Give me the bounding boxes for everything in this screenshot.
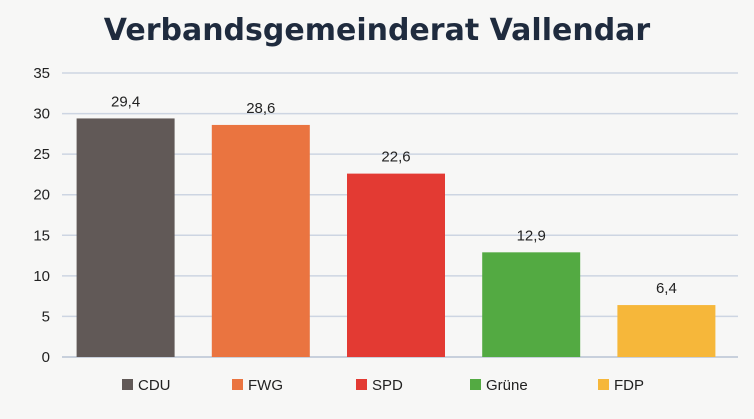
bar-cdu [76, 118, 175, 357]
y-axis-ticks: 0 5 10 15 20 25 30 35 [33, 65, 50, 366]
bar-fdp [617, 305, 716, 357]
bar-grüne [482, 252, 581, 357]
y-tick-label: 0 [42, 349, 50, 366]
legend-swatch [470, 379, 481, 390]
data-label: 29,4 [111, 93, 140, 110]
y-tick-label: 15 [33, 227, 50, 244]
legend: CDU FWG SPD Grüne FDP [122, 377, 644, 394]
legend-swatch [232, 379, 243, 390]
y-tick-label: 35 [33, 65, 50, 82]
legend-label: CDU [138, 377, 171, 394]
bars [76, 118, 716, 357]
y-tick-label: 5 [42, 308, 50, 325]
data-label: 22,6 [381, 149, 410, 166]
y-tick-label: 10 [33, 268, 50, 285]
data-label: 28,6 [246, 100, 275, 117]
legend-swatch [356, 379, 367, 390]
y-tick-label: 25 [33, 146, 50, 163]
chart-title: Verbandsgemeinderat Vallendar [104, 13, 651, 48]
legend-label: FDP [614, 377, 644, 394]
legend-swatch [122, 379, 133, 390]
data-label: 6,4 [656, 280, 677, 297]
y-tick-label: 30 [33, 106, 50, 123]
legend-label: Grüne [486, 377, 528, 394]
data-labels: 29,4 28,6 22,6 12,9 6,4 [111, 93, 677, 297]
data-label: 12,9 [517, 227, 546, 244]
legend-label: FWG [248, 377, 283, 394]
legend-swatch [598, 379, 609, 390]
bar-spd [347, 173, 445, 357]
bar-fwg [211, 124, 310, 357]
y-tick-label: 20 [33, 187, 50, 204]
legend-label: SPD [372, 377, 403, 394]
